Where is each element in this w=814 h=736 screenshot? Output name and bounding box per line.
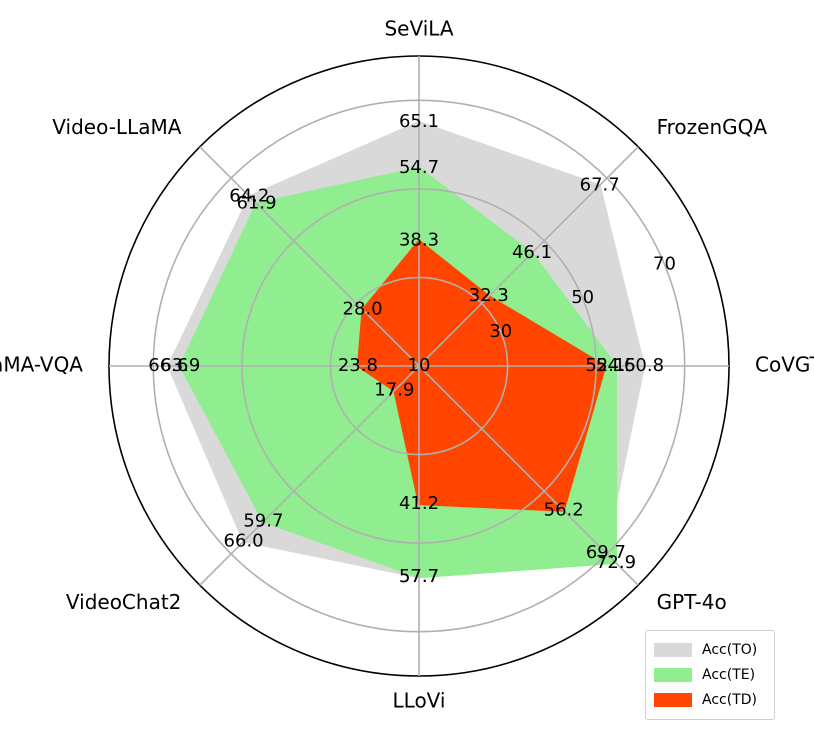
data-label-to: 66.6 bbox=[148, 355, 188, 376]
chart-legend: Acc(TO) Acc(TE) Acc(TD) bbox=[645, 630, 775, 720]
data-label-te: 46.1 bbox=[512, 242, 552, 263]
legend-label-te: Acc(TE) bbox=[702, 666, 756, 683]
data-label-to: 66.0 bbox=[224, 530, 264, 551]
radar-grid bbox=[108, 55, 730, 677]
legend-item-to: Acc(TO) bbox=[654, 637, 766, 662]
data-label-td: 23.8 bbox=[338, 355, 378, 376]
grid-spoke-1 bbox=[418, 146, 639, 367]
radial-tick-label: 30 bbox=[489, 321, 512, 342]
data-label-te: 57.7 bbox=[399, 566, 439, 587]
grid-spoke-7 bbox=[418, 365, 639, 586]
data-label-te: 63.9 bbox=[160, 355, 200, 376]
radial-tick-label: 70 bbox=[653, 253, 676, 274]
data-label-to: 67.7 bbox=[580, 174, 620, 195]
data-label-td: 38.3 bbox=[399, 230, 439, 251]
data-label-td: 17.9 bbox=[374, 380, 414, 401]
category-label: CoVGT bbox=[755, 353, 814, 377]
legend-label-td: Acc(TD) bbox=[702, 691, 757, 708]
legend-swatch-te bbox=[654, 667, 692, 682]
category-label: Video-LLaMA bbox=[52, 115, 181, 139]
legend-label-to: Acc(TO) bbox=[702, 641, 758, 658]
radar-labels: 10 30 50 70 CoVGT FrozenGQA SeViLA Video-LLaMA L… bbox=[0, 17, 814, 713]
grid-spoke-3 bbox=[199, 146, 420, 367]
radial-tick-label: 10 bbox=[408, 355, 431, 376]
data-label-td: 52.1 bbox=[585, 355, 625, 376]
category-label: VideoChat2 bbox=[66, 590, 182, 614]
category-label: LLoVi bbox=[393, 689, 446, 713]
data-label-te: 59.7 bbox=[243, 511, 283, 532]
data-label-to: 65.1 bbox=[399, 111, 439, 132]
data-label-td: 28.0 bbox=[343, 299, 383, 320]
data-label-te: 61.9 bbox=[236, 193, 276, 214]
data-label-te: 54.7 bbox=[399, 157, 439, 178]
data-label-td: 41.2 bbox=[399, 493, 439, 514]
category-label: FrozenGQA bbox=[657, 115, 768, 139]
legend-item-td: Acc(TD) bbox=[654, 687, 766, 712]
data-label-te: 72.9 bbox=[596, 552, 636, 573]
data-label-td: 32.3 bbox=[469, 285, 509, 306]
radial-tick-label: 50 bbox=[571, 287, 594, 308]
data-label-to: 57.7 bbox=[399, 566, 439, 587]
category-label: SeViLA bbox=[384, 17, 453, 41]
legend-swatch-to bbox=[654, 642, 692, 657]
data-label-to: 64.2 bbox=[229, 185, 269, 206]
legend-swatch-td bbox=[654, 692, 692, 707]
data-label-to: 60.8 bbox=[624, 355, 664, 376]
data-label-te: 54.5 bbox=[596, 355, 636, 376]
grid-spoke-5 bbox=[199, 365, 420, 586]
legend-item-te: Acc(TE) bbox=[654, 662, 766, 687]
category-label: GPT-4o bbox=[657, 590, 727, 614]
category-label: LLaMA-VQA bbox=[0, 353, 83, 377]
data-label-to: 69.7 bbox=[586, 542, 626, 563]
data-label-td: 56.2 bbox=[544, 500, 584, 521]
